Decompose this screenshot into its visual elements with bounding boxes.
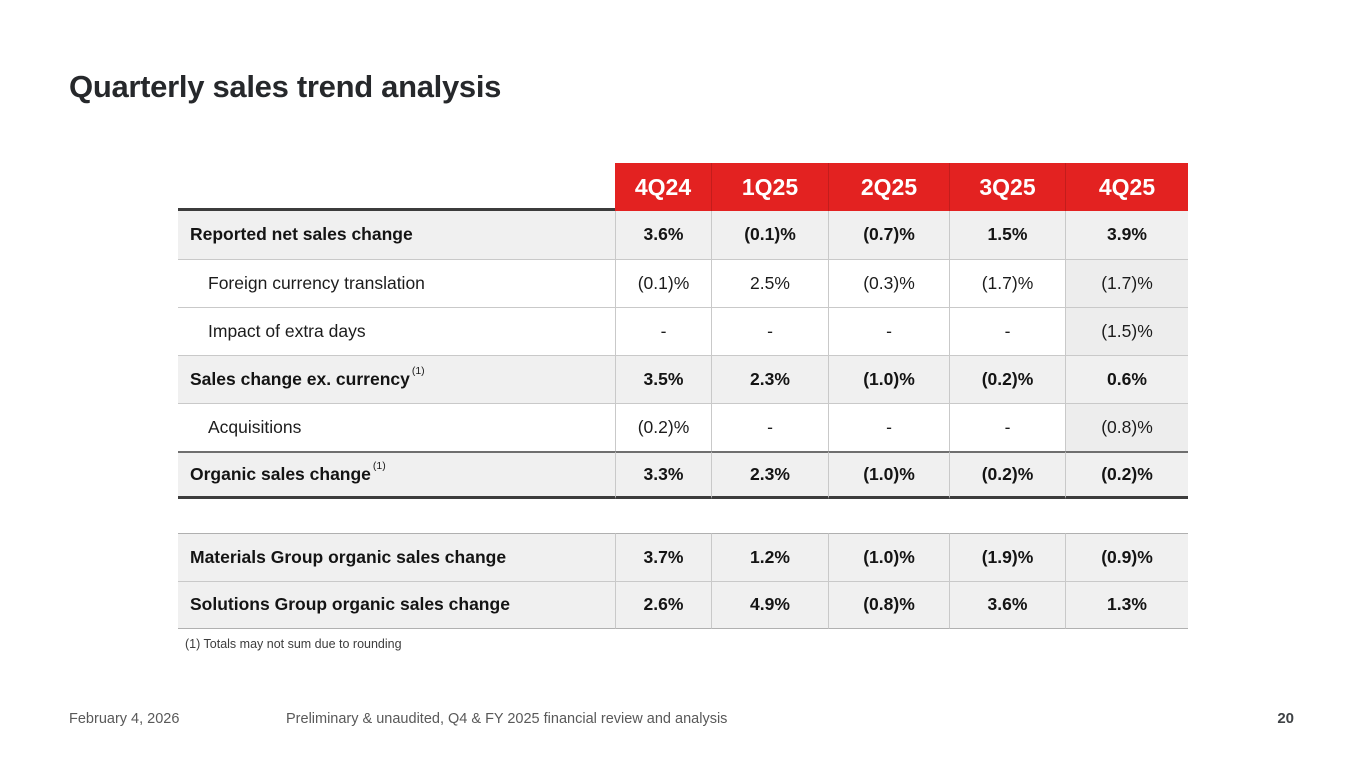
value-cell: (1.9)% xyxy=(949,533,1065,581)
value-cell: - xyxy=(828,307,949,355)
value-cell: - xyxy=(949,403,1065,451)
row-label-text: Organic sales change xyxy=(190,463,371,484)
value-cell: (0.8)% xyxy=(1065,403,1188,451)
value-cell: 0.6% xyxy=(1065,355,1188,403)
row-label: Sales change ex. currency (1) xyxy=(178,355,615,403)
footnote: (1) Totals may not sum due to rounding xyxy=(185,637,402,651)
table-row-materials-group: Materials Group organic sales change 3.7… xyxy=(178,533,1188,581)
footnote-ref: (1) xyxy=(372,460,386,473)
value-cell: 3.6% xyxy=(949,581,1065,629)
value-cell: 1.2% xyxy=(711,533,828,581)
table-row-organic-sales: Organic sales change (1) 3.3% 2.3% (1.0)%… xyxy=(178,451,1188,499)
value-cell: 3.5% xyxy=(615,355,711,403)
value-cell: 2.3% xyxy=(711,451,828,499)
value-cell: 2.6% xyxy=(615,581,711,629)
value-cell: (0.9)% xyxy=(1065,533,1188,581)
row-label: Reported net sales change xyxy=(178,211,615,259)
value-cell: 2.5% xyxy=(711,259,828,307)
table-row-extra-days: Impact of extra days - - - - (1.5)% xyxy=(178,307,1188,355)
value-cell: (1.7)% xyxy=(949,259,1065,307)
value-cell: (0.1)% xyxy=(615,259,711,307)
value-cell: 1.3% xyxy=(1065,581,1188,629)
value-cell: 3.3% xyxy=(615,451,711,499)
value-cell: 3.7% xyxy=(615,533,711,581)
page-title: Quarterly sales trend analysis xyxy=(69,69,502,104)
column-header-4q25: 4Q25 xyxy=(1065,163,1188,211)
row-label-text: Foreign currency translation xyxy=(208,272,425,293)
footnote-ref: (1) xyxy=(411,365,425,378)
value-cell: 2.3% xyxy=(711,355,828,403)
value-cell: (0.2)% xyxy=(949,355,1065,403)
footer-document-title: Preliminary & unaudited, Q4 & FY 2025 fi… xyxy=(286,711,728,727)
value-cell: (1.5)% xyxy=(1065,307,1188,355)
table-row-acquisitions: Acquisitions (0.2)% - - - (0.8)% xyxy=(178,403,1188,451)
row-label: Organic sales change (1) xyxy=(178,451,615,499)
row-label-text: Impact of extra days xyxy=(208,320,366,341)
value-cell: 4.9% xyxy=(711,581,828,629)
row-label: Materials Group organic sales change xyxy=(178,533,615,581)
value-cell: (0.2)% xyxy=(949,451,1065,499)
value-cell: (1.0)% xyxy=(828,355,949,403)
value-cell: 3.6% xyxy=(615,211,711,259)
table-row-solutions-group: Solutions Group organic sales change 2.6… xyxy=(178,581,1188,629)
column-header-1q25: 1Q25 xyxy=(711,163,828,211)
segment-organic-sales-table: Materials Group organic sales change 3.7… xyxy=(178,533,1188,629)
row-label: Foreign currency translation xyxy=(178,259,615,307)
column-header-3q25: 3Q25 xyxy=(949,163,1065,211)
value-cell: - xyxy=(711,307,828,355)
value-cell: (0.8)% xyxy=(828,581,949,629)
row-label-text: Acquisitions xyxy=(208,416,302,437)
header-spacer-cell xyxy=(178,163,615,211)
value-cell: (1.0)% xyxy=(828,451,949,499)
row-label: Impact of extra days xyxy=(178,307,615,355)
table-header-row: 4Q24 1Q25 2Q25 3Q25 4Q25 xyxy=(178,163,1188,211)
page-number: 20 xyxy=(1277,710,1294,727)
row-label-text: Sales change ex. currency xyxy=(190,368,410,389)
value-cell: (1.7)% xyxy=(1065,259,1188,307)
column-header-4q24: 4Q24 xyxy=(615,163,711,211)
value-cell: 3.9% xyxy=(1065,211,1188,259)
table-row-foreign-currency: Foreign currency translation (0.1)% 2.5%… xyxy=(178,259,1188,307)
value-cell: - xyxy=(711,403,828,451)
row-label-text: Solutions Group organic sales change xyxy=(190,594,510,615)
value-cell: - xyxy=(828,403,949,451)
value-cell: (0.1)% xyxy=(711,211,828,259)
value-cell: (0.7)% xyxy=(828,211,949,259)
value-cell: 1.5% xyxy=(949,211,1065,259)
row-label: Acquisitions xyxy=(178,403,615,451)
value-cell: (0.2)% xyxy=(1065,451,1188,499)
row-label-text: Materials Group organic sales change xyxy=(190,546,507,567)
table-row-reported-net-sales: Reported net sales change 3.6% (0.1)% (0… xyxy=(178,211,1188,259)
quarterly-sales-table: 4Q24 1Q25 2Q25 3Q25 4Q25 Reported net sa… xyxy=(178,163,1188,499)
value-cell: - xyxy=(949,307,1065,355)
table-row-sales-ex-currency: Sales change ex. currency (1) 3.5% 2.3% (… xyxy=(178,355,1188,403)
row-label-text: Reported net sales change xyxy=(190,224,413,245)
value-cell: - xyxy=(615,307,711,355)
value-cell: (1.0)% xyxy=(828,533,949,581)
value-cell: (0.3)% xyxy=(828,259,949,307)
column-header-2q25: 2Q25 xyxy=(828,163,949,211)
value-cell: (0.2)% xyxy=(615,403,711,451)
footer-date: February 4, 2026 xyxy=(69,711,180,727)
row-label: Solutions Group organic sales change xyxy=(178,581,615,629)
